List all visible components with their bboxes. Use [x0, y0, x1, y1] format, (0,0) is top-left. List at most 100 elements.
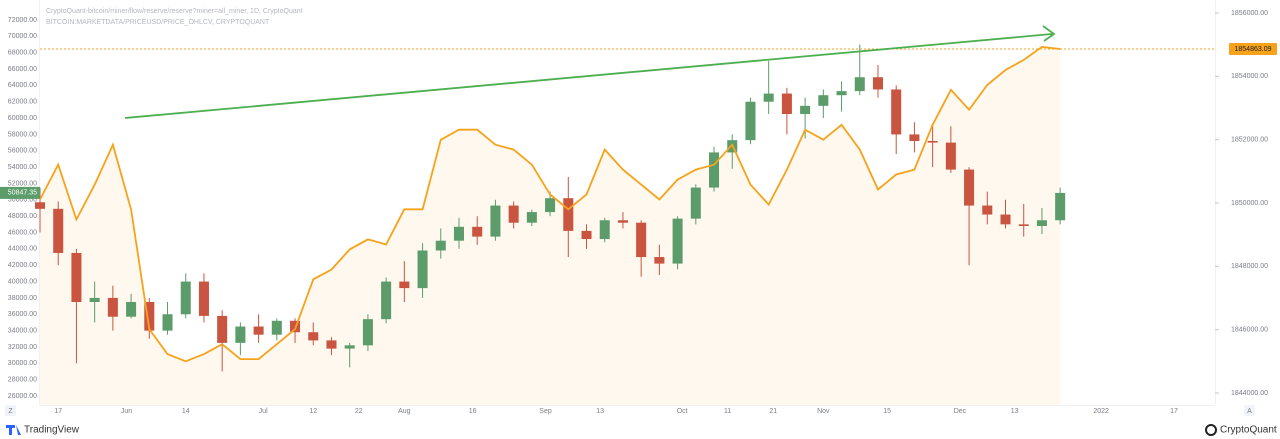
candle-body: [800, 105, 811, 114]
y-tick-label: 58000.00: [8, 131, 37, 138]
y2-tick-label: 1854000.00: [1231, 73, 1268, 80]
reserve-line: [39, 45, 1061, 363]
x-tick-label: 2022: [1093, 408, 1109, 415]
x-tick-label: 17: [1170, 408, 1178, 415]
x-tick-label: 22: [355, 408, 363, 415]
last-price-label: 50847.35: [8, 190, 37, 197]
footer-right: CryptoQuant: [1220, 425, 1277, 436]
candle-body: [453, 226, 465, 241]
x-tick-label: 13: [596, 408, 604, 415]
last-price-badge: [0, 186, 40, 199]
candle-body: [1018, 224, 1029, 226]
y2-tick-label: 1852000.00: [1231, 137, 1268, 144]
candle-body: [563, 198, 574, 231]
candle-body: [253, 326, 264, 335]
trend-arrowhead: [1042, 25, 1056, 42]
x-tick-label: Aug: [398, 408, 411, 415]
candle-body: [381, 281, 392, 320]
plot-area: [34, 0, 1215, 406]
candle-body: [927, 140, 938, 143]
y-tick-label: 72000.00: [8, 17, 37, 24]
candle-body: [217, 315, 228, 343]
candle-body: [71, 252, 82, 302]
labels: 72000.00 70000.00 68000.00 66000.00 64000.00…: [0, 10, 1277, 415]
y2-tick-label: 1846000.00: [1231, 327, 1268, 334]
candle-body: [526, 212, 537, 223]
x-tick-label: 14: [182, 408, 190, 415]
y-tick-label: 46000.00: [8, 229, 37, 236]
candle-body: [235, 326, 246, 343]
cryptoquant-logo: [1205, 424, 1217, 436]
candle-body: [508, 205, 519, 223]
candle-body: [709, 152, 720, 188]
candle-body: [34, 202, 46, 209]
x-tick-label: 12: [309, 408, 317, 415]
candle-body: [964, 169, 975, 206]
candle-body: [271, 320, 282, 335]
x-tick-label: Nov: [817, 408, 830, 415]
x-tick-label: 11: [724, 408, 731, 415]
candle-body: [344, 345, 355, 349]
trend-line: [124, 33, 1053, 119]
candle-body: [162, 314, 173, 331]
corner-left[interactable]: Z: [8, 408, 13, 415]
candle-body: [53, 208, 64, 253]
last-value-label: 1854863.09: [1235, 46, 1272, 53]
corner-button[interactable]: [1244, 405, 1255, 416]
x-tick-label: Jul: [259, 408, 268, 415]
corner-button[interactable]: [5, 405, 16, 416]
candle-body: [1000, 214, 1011, 225]
y-tick-label: 44000.00: [8, 246, 37, 253]
y-tick-label: 60000.00: [8, 115, 37, 122]
y-tick-label: 30000.00: [8, 360, 37, 367]
candle-body: [745, 101, 756, 141]
candle-body: [107, 297, 118, 317]
y-tick-label: 54000.00: [8, 164, 37, 171]
y-tick-label: 32000.00: [8, 344, 37, 351]
candle-body: [362, 319, 373, 346]
candle-body: [636, 222, 647, 258]
candle-body: [198, 281, 209, 316]
candle-body: [672, 218, 683, 264]
y-tick-label: 70000.00: [8, 33, 37, 40]
y-tick-label: 64000.00: [8, 82, 37, 89]
candle-body: [872, 77, 883, 90]
y-tick-label: 34000.00: [8, 327, 37, 334]
x-tick-label: 15: [883, 408, 891, 415]
candle-body: [654, 257, 665, 264]
candle-body: [435, 240, 446, 251]
y-tick-label: 36000.00: [8, 311, 37, 318]
y-tick-label: 68000.00: [8, 50, 37, 57]
candle-body: [581, 230, 592, 240]
y-tick-label: 52000.00: [8, 180, 37, 187]
x-tick-label: Sep: [539, 408, 552, 415]
x-tick-label: 21: [769, 408, 777, 415]
y-tick-label: 48000.00: [8, 213, 37, 220]
chart-subtitle: BITCOIN:MARKETDATA/PRICEUSD/PRICE_OHLCV,…: [46, 19, 270, 26]
candle-body: [909, 134, 920, 141]
x-tick-label: 16: [469, 408, 477, 415]
y-tick-label: 38000.00: [8, 295, 37, 302]
y-tick-label: 56000.00: [8, 148, 37, 155]
candle-body: [836, 91, 847, 96]
x-tick-label: Oct: [677, 408, 688, 415]
candle-body: [417, 250, 428, 289]
footer-left: TradingView: [24, 425, 80, 436]
candle-body: [891, 89, 902, 135]
y-tick-label: 28000.00: [8, 376, 37, 383]
candle-body: [180, 281, 191, 315]
y-tick-label: 26000.00: [8, 393, 37, 400]
y-tick-label: 66000.00: [8, 66, 37, 73]
corner-right[interactable]: A: [1247, 408, 1252, 415]
candle-body: [599, 220, 610, 240]
x-tick-label: 17: [54, 408, 62, 415]
candle-body: [781, 93, 792, 114]
candle-body: [89, 297, 100, 302]
y2-tick-label: 1848000.00: [1231, 263, 1268, 270]
candle-body: [854, 77, 865, 92]
candle-body: [617, 220, 628, 223]
candle-body: [818, 95, 829, 106]
y-tick-label: 62000.00: [8, 99, 37, 106]
x-tick-label: 13: [1011, 408, 1019, 415]
